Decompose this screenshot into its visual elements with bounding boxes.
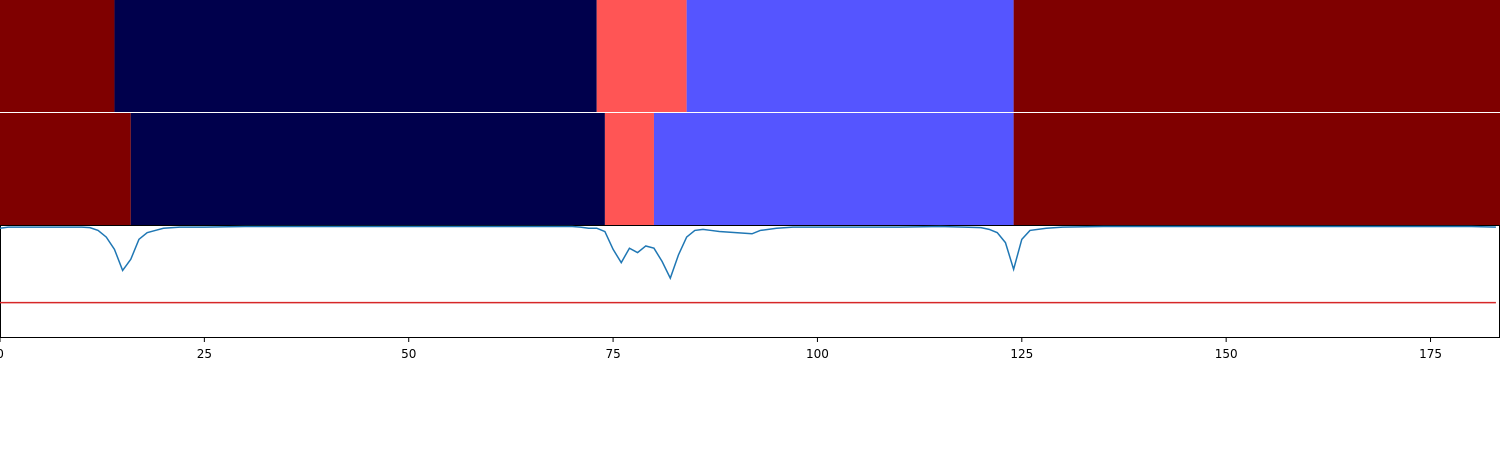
track-2	[0, 113, 1500, 225]
x-tick-label-175: 175	[1419, 347, 1442, 361]
track-1	[0, 0, 1500, 112]
track-1-segment-2	[114, 0, 597, 112]
track-1-segment-5	[1013, 0, 1500, 112]
track-2-segment-1	[0, 113, 131, 225]
x-tick-label-150: 150	[1215, 347, 1238, 361]
x-tick-label-25: 25	[197, 347, 212, 361]
track-2-segment-5	[1013, 113, 1500, 225]
x-axis: 0 25 50 75 100 125 150 175	[0, 337, 1500, 361]
signal-line	[0, 225, 1496, 281]
signal-panel	[0, 225, 1500, 338]
x-tick-label-75: 75	[605, 347, 620, 361]
track-1-segment-3	[596, 0, 687, 112]
track-1-segment-4	[686, 0, 1014, 112]
signal-panel-frame	[0, 225, 1500, 338]
x-tick-label-50: 50	[401, 347, 416, 361]
x-tick-label-100: 100	[806, 347, 829, 361]
track-2-segment-3	[604, 113, 654, 225]
track-2-segment-2	[130, 113, 605, 225]
x-tick-label-125: 125	[1010, 347, 1033, 361]
x-tick-label-0: 0	[0, 347, 4, 361]
track-2-segment-4	[653, 113, 1014, 225]
track-1-segment-1	[0, 0, 115, 112]
